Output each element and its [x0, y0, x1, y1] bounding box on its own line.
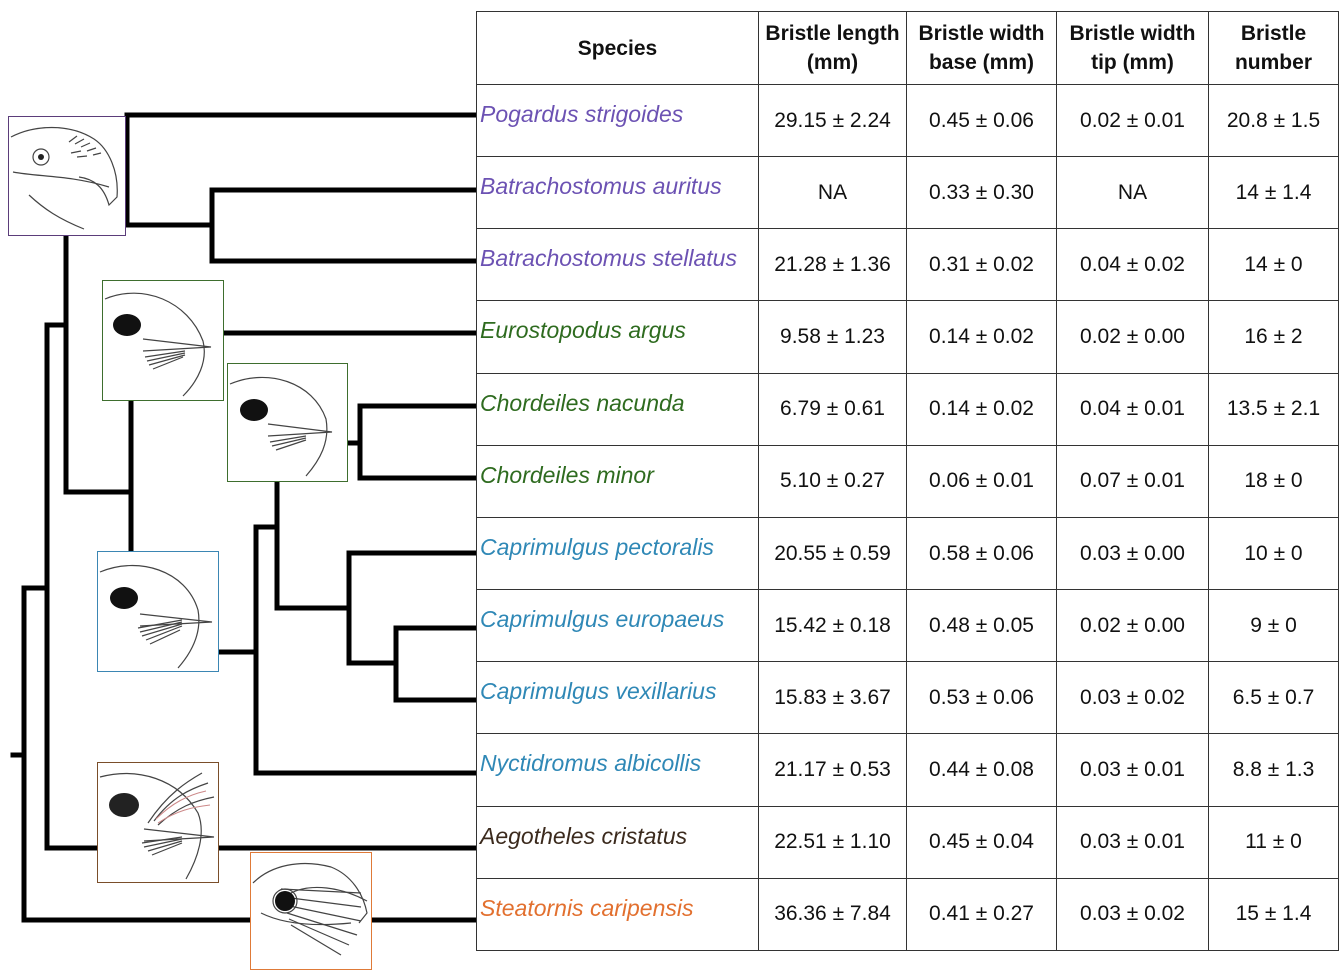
header-species: Species	[476, 11, 759, 85]
bristle-number-value: 18 ± 0	[1208, 444, 1339, 518]
bristle-width-base-value: 0.45 ± 0.04	[906, 805, 1057, 879]
species-name: Batrachostomus auritus	[476, 156, 759, 230]
header-bristle-width-base: Bristle width base (mm)	[906, 11, 1057, 85]
species-name: Chordeiles nacunda	[476, 372, 759, 446]
bristle-number-value: 16 ± 2	[1208, 300, 1339, 374]
bristle-width-base-value: 0.58 ± 0.06	[906, 516, 1057, 591]
bristle-length-value: 15.42 ± 0.18	[758, 589, 907, 663]
bristle-width-tip-value: 0.03 ± 0.00	[1056, 516, 1209, 591]
oilbird-illustration	[250, 852, 372, 970]
bristle-number-value: 15 ± 1.4	[1208, 877, 1339, 952]
owlet-nightjar-head-icon	[99, 772, 215, 880]
oilbird-head-icon	[252, 862, 368, 956]
table-row: Aegotheles cristatus 22.51 ± 1.10 0.45 ± 0…	[476, 805, 1339, 879]
species-name: Batrachostomus stellatus	[476, 228, 759, 302]
table-header-row: Species Bristle length (mm) Bristle width…	[476, 11, 1339, 85]
eurostopodus-illustration	[102, 280, 224, 401]
species-name: Pogardus strigoides	[476, 83, 759, 158]
chordeiles-illustration	[227, 363, 348, 482]
bristle-width-base-value: 0.14 ± 0.02	[906, 300, 1057, 374]
bristle-number-value: 6.5 ± 0.7	[1208, 661, 1339, 735]
bristle-width-tip-value: 0.04 ± 0.02	[1056, 228, 1209, 302]
species-name: Chordeiles minor	[476, 444, 759, 518]
bristle-width-base-value: 0.53 ± 0.06	[906, 661, 1057, 735]
bristle-length-value: 9.58 ± 1.23	[758, 300, 907, 374]
species-name: Caprimulgus europaeus	[476, 589, 759, 663]
header-bristle-number: Bristle number	[1208, 11, 1339, 85]
bristle-width-tip-value: 0.02 ± 0.00	[1056, 300, 1209, 374]
bristle-width-tip-value: 0.02 ± 0.01	[1056, 83, 1209, 158]
bristle-length-value: 22.51 ± 1.10	[758, 805, 907, 879]
bristle-number-value: 20.8 ± 1.5	[1208, 83, 1339, 158]
bristle-length-value: 20.55 ± 0.59	[758, 516, 907, 591]
species-name: Steatornis caripensis	[476, 877, 759, 952]
bristle-length-value: 29.15 ± 2.24	[758, 83, 907, 158]
bristle-width-tip-value: 0.03 ± 0.01	[1056, 805, 1209, 879]
caprimulgus-illustration	[97, 551, 219, 672]
bristle-length-value: 21.28 ± 1.36	[758, 228, 907, 302]
bristle-number-value: 11 ± 0	[1208, 805, 1339, 879]
bristle-width-tip-value: 0.03 ± 0.01	[1056, 733, 1209, 807]
table-row: Chordeiles nacunda 6.79 ± 0.61 0.14 ± 0.02…	[476, 372, 1339, 446]
species-name: Nyctidromus albicollis	[476, 733, 759, 807]
bristle-width-tip-value: 0.03 ± 0.02	[1056, 877, 1209, 952]
bristle-width-base-value: 0.06 ± 0.01	[906, 444, 1057, 518]
bristle-number-value: 10 ± 0	[1208, 516, 1339, 591]
bristle-length-value: 5.10 ± 0.27	[758, 444, 907, 518]
bristle-width-tip-value: 0.04 ± 0.01	[1056, 372, 1209, 446]
chordeiles-head-icon	[229, 376, 333, 477]
eurostopodus-head-icon	[104, 292, 212, 397]
bristle-number-value: 13.5 ± 2.1	[1208, 372, 1339, 446]
bristle-width-tip-value: 0.07 ± 0.01	[1056, 444, 1209, 518]
bristle-length-value: 6.79 ± 0.61	[758, 372, 907, 446]
bristle-width-base-value: 0.33 ± 0.30	[906, 156, 1057, 230]
table-row: Caprimulgus vexillarius 15.83 ± 3.67 0.53 …	[476, 661, 1339, 735]
table-row: Caprimulgus pectoralis 20.55 ± 0.59 0.58 ±…	[476, 516, 1339, 591]
bristle-length-value: NA	[758, 156, 907, 230]
bristle-width-base-value: 0.48 ± 0.05	[906, 589, 1057, 663]
owlet-nightjar-illustration	[97, 762, 219, 883]
frogmouth-illustration	[8, 116, 126, 236]
header-bristle-width-tip: Bristle width tip (mm)	[1056, 11, 1209, 85]
bristle-width-base-value: 0.44 ± 0.08	[906, 733, 1057, 807]
header-bristle-length: Bristle length (mm)	[758, 11, 907, 85]
bristle-traits-table: Species Bristle length (mm) Bristle width…	[476, 11, 1339, 952]
bristle-width-tip-value: 0.02 ± 0.00	[1056, 589, 1209, 663]
species-name: Aegotheles cristatus	[476, 805, 759, 879]
bristle-number-value: 14 ± 0	[1208, 228, 1339, 302]
bristle-length-value: 21.17 ± 0.53	[758, 733, 907, 807]
frogmouth-head-icon	[10, 126, 118, 230]
table-row: Pogardus strigoides 29.15 ± 2.24 0.45 ± 0.…	[476, 83, 1339, 158]
table-row: Eurostopodus argus 9.58 ± 1.23 0.14 ± 0.02…	[476, 300, 1339, 374]
table-row: Caprimulgus europaeus 15.42 ± 0.18 0.48 ± …	[476, 589, 1339, 663]
bristle-width-base-value: 0.41 ± 0.27	[906, 877, 1057, 952]
caprimulgus-head-icon	[99, 564, 213, 669]
bristle-number-value: 9 ± 0	[1208, 589, 1339, 663]
table-row: Batrachostomus stellatus 21.28 ± 1.36 0.31…	[476, 228, 1339, 302]
table-row: Nyctidromus albicollis 21.17 ± 0.53 0.44 ±…	[476, 733, 1339, 807]
bristle-width-base-value: 0.14 ± 0.02	[906, 372, 1057, 446]
bristle-number-value: 8.8 ± 1.3	[1208, 733, 1339, 807]
table-row: Chordeiles minor 5.10 ± 0.27 0.06 ± 0.01 0.…	[476, 444, 1339, 518]
bristle-width-tip-value: 0.03 ± 0.02	[1056, 661, 1209, 735]
bristle-number-value: 14 ± 1.4	[1208, 156, 1339, 230]
bristle-width-base-value: 0.31 ± 0.02	[906, 228, 1057, 302]
species-name: Eurostopodus argus	[476, 300, 759, 374]
bristle-width-base-value: 0.45 ± 0.06	[906, 83, 1057, 158]
bristle-length-value: 36.36 ± 7.84	[758, 877, 907, 952]
bristle-width-tip-value: NA	[1056, 156, 1209, 230]
bristle-length-value: 15.83 ± 3.67	[758, 661, 907, 735]
table-row: Steatornis caripensis 36.36 ± 7.84 0.41 ± …	[476, 877, 1339, 952]
table-row: Batrachostomus auritus NA 0.33 ± 0.30 NA 14 …	[476, 156, 1339, 230]
species-name: Caprimulgus pectoralis	[476, 516, 759, 591]
species-name: Caprimulgus vexillarius	[476, 661, 759, 735]
